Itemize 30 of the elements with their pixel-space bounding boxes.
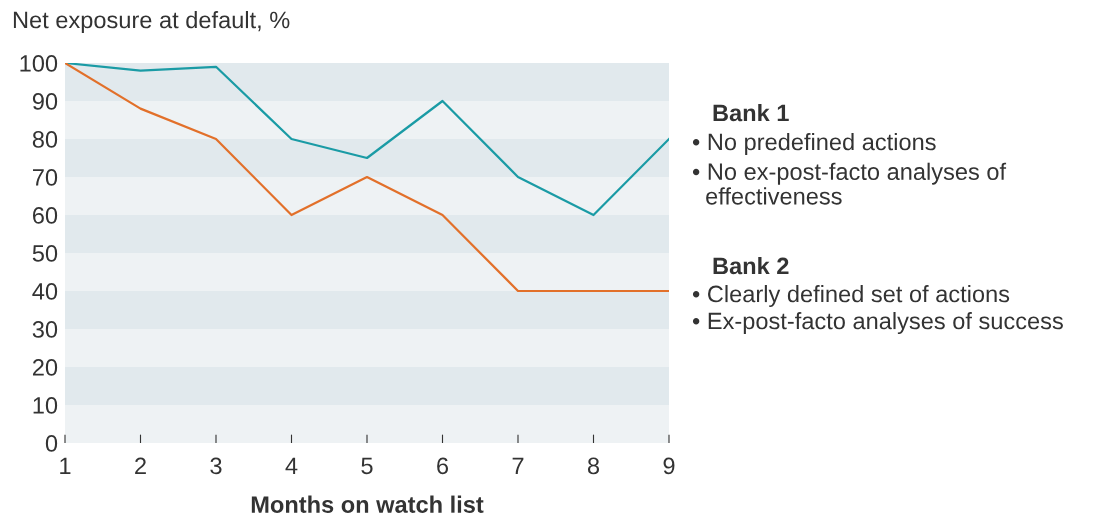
y-tick-label: 40 bbox=[32, 283, 58, 300]
y-tick-label: 90 bbox=[32, 93, 58, 110]
x-tick-label: 9 bbox=[663, 457, 675, 475]
y-tick-label: 0 bbox=[45, 435, 58, 452]
text: Bank 1 bbox=[713, 104, 789, 122]
x-tick-label: 5 bbox=[361, 457, 373, 475]
x-tick-label: 2 bbox=[135, 457, 146, 474]
y-axis-title: Net exposure at default, % bbox=[13, 11, 290, 34]
text: • Clearly defined set of actions bbox=[692, 285, 1010, 308]
text: • Ex-post-facto analyses of success bbox=[692, 312, 1063, 335]
text: Bank 2 bbox=[713, 257, 789, 275]
line-series bbox=[65, 63, 669, 217]
x-tick-label: 3 bbox=[210, 457, 222, 475]
y-tick-label: 100 bbox=[20, 55, 58, 72]
y-tick-label: 20 bbox=[32, 359, 58, 376]
y-tick-label: 10 bbox=[33, 397, 58, 414]
y-tick-label: 80 bbox=[32, 131, 58, 148]
line-series bbox=[65, 63, 669, 293]
x-tick-label: 6 bbox=[437, 457, 449, 475]
x-tick-label: 4 bbox=[285, 457, 298, 474]
y-tick-label: 70 bbox=[33, 169, 58, 186]
x-tick-label: 7 bbox=[512, 457, 524, 474]
text: • No predefined actions bbox=[692, 133, 936, 156]
x-axis-title: Months on watch list bbox=[251, 495, 484, 513]
y-tick-label: 60 bbox=[32, 207, 58, 224]
text: • No ex-post-facto analyses of effectiveness bbox=[692, 162, 1007, 205]
y-tick-label: 30 bbox=[32, 321, 58, 338]
x-tick-label: 1 bbox=[60, 457, 71, 474]
x-tick-label: 8 bbox=[587, 457, 600, 475]
y-tick-label: 50 bbox=[32, 245, 58, 262]
